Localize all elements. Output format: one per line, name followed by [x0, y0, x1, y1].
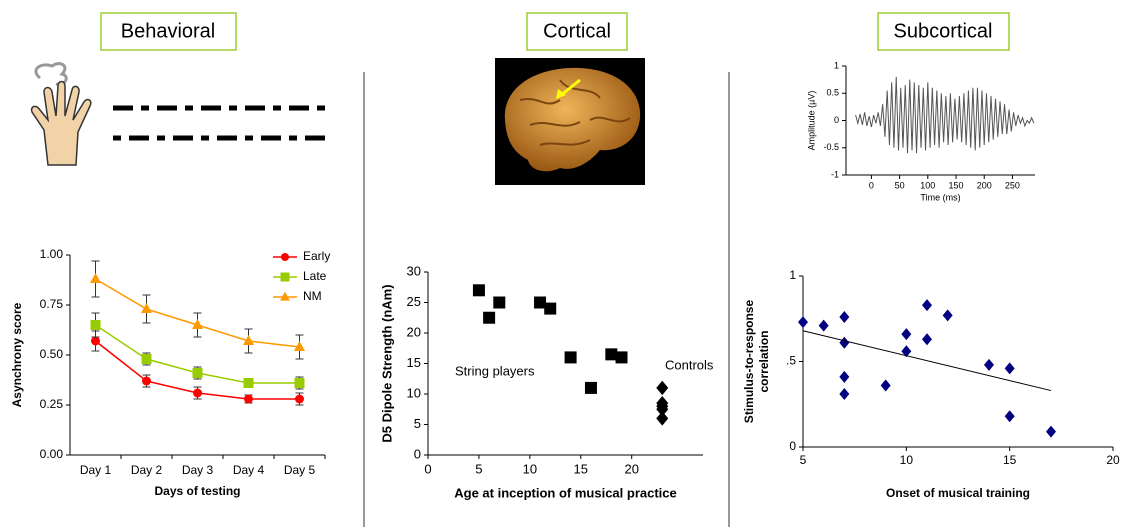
x-tick-label: Day 3 [182, 463, 214, 477]
y-axis-label: Amplitude (µV) [806, 91, 816, 151]
y-tick-label: 0.75 [40, 297, 64, 311]
x-tick-label: 250 [1005, 180, 1020, 190]
marker [473, 284, 485, 296]
marker [91, 320, 101, 330]
legend-label: NM [303, 289, 322, 303]
x-tick-label: 5 [800, 453, 807, 467]
y-tick-label: 5 [414, 416, 421, 431]
y-axis-label: correlation [757, 330, 771, 392]
y-tick-label: 0 [789, 439, 796, 453]
series-label: String players [455, 363, 535, 378]
y-tick-label: 1 [789, 268, 796, 282]
marker [295, 378, 305, 388]
x-tick-label: Day 1 [80, 463, 112, 477]
x-tick-label: 0 [424, 461, 431, 476]
x-tick-label: 200 [977, 180, 992, 190]
y-axis-label: D5 Dipole Strength (nAm) [379, 284, 394, 442]
y-tick-label: 25 [407, 294, 421, 309]
y-tick-label: 20 [407, 324, 421, 339]
y-tick-label: 0.50 [40, 347, 64, 361]
y-tick-label: 15 [407, 355, 421, 370]
x-axis-label: Onset of musical training [886, 486, 1030, 500]
marker [565, 351, 577, 363]
legend-marker [281, 253, 289, 261]
section-header: Cortical [543, 20, 611, 42]
section-header: Subcortical [894, 20, 993, 42]
legend-label: Late [303, 269, 327, 283]
x-tick-label: 0 [869, 180, 874, 190]
marker [193, 389, 202, 398]
marker [616, 351, 628, 363]
marker [142, 354, 152, 364]
marker [193, 368, 203, 378]
x-tick-label: Day 5 [284, 463, 316, 477]
y-tick-label: .5 [786, 354, 796, 368]
y-tick-label: 0.25 [40, 397, 64, 411]
legend-marker [281, 273, 290, 282]
x-tick-label: 20 [624, 461, 638, 476]
x-tick-label: Day 2 [131, 463, 163, 477]
y-axis-label: Asynchrony score [10, 302, 24, 407]
x-tick-label: 5 [475, 461, 482, 476]
x-tick-label: 15 [1003, 453, 1017, 467]
y-axis-label: Stimulus-to-response [742, 300, 756, 424]
y-tick-label: 10 [407, 385, 421, 400]
marker [142, 377, 151, 386]
marker [91, 337, 100, 346]
y-tick-label: 0 [834, 115, 839, 125]
y-tick-label: 1.00 [40, 247, 64, 261]
x-axis-label: Days of testing [154, 484, 240, 498]
x-axis-label: Age at inception of musical practice [454, 485, 677, 500]
marker [483, 312, 495, 324]
x-tick-label: 150 [948, 180, 963, 190]
brain-image [495, 58, 645, 185]
marker [295, 395, 304, 404]
marker [244, 395, 253, 404]
y-tick-label: 30 [407, 263, 421, 278]
y-tick-label: -1 [831, 169, 839, 179]
x-axis-label: Time (ms) [920, 192, 960, 202]
x-tick-label: 15 [574, 461, 588, 476]
x-tick-label: Day 4 [233, 463, 265, 477]
marker [493, 297, 505, 309]
marker [544, 303, 556, 315]
x-tick-label: 10 [900, 453, 914, 467]
y-tick-label: 0.5 [826, 88, 839, 98]
figure: Behavioral Cortical Subcortical 0.00 0.25… [0, 0, 1123, 527]
series-label: Controls [665, 357, 714, 372]
x-tick-label: 50 [895, 180, 905, 190]
y-tick-label: 0 [414, 446, 421, 461]
legend-label: Early [303, 249, 330, 263]
x-tick-label: 10 [523, 461, 537, 476]
marker [585, 382, 597, 394]
x-tick-label: 20 [1106, 453, 1120, 467]
y-tick-label: 1 [834, 60, 839, 70]
marker [244, 378, 254, 388]
y-tick-label: 0.00 [40, 447, 64, 461]
y-tick-label: -0.5 [823, 142, 839, 152]
x-tick-label: 100 [920, 180, 935, 190]
section-header: Behavioral [121, 20, 216, 42]
